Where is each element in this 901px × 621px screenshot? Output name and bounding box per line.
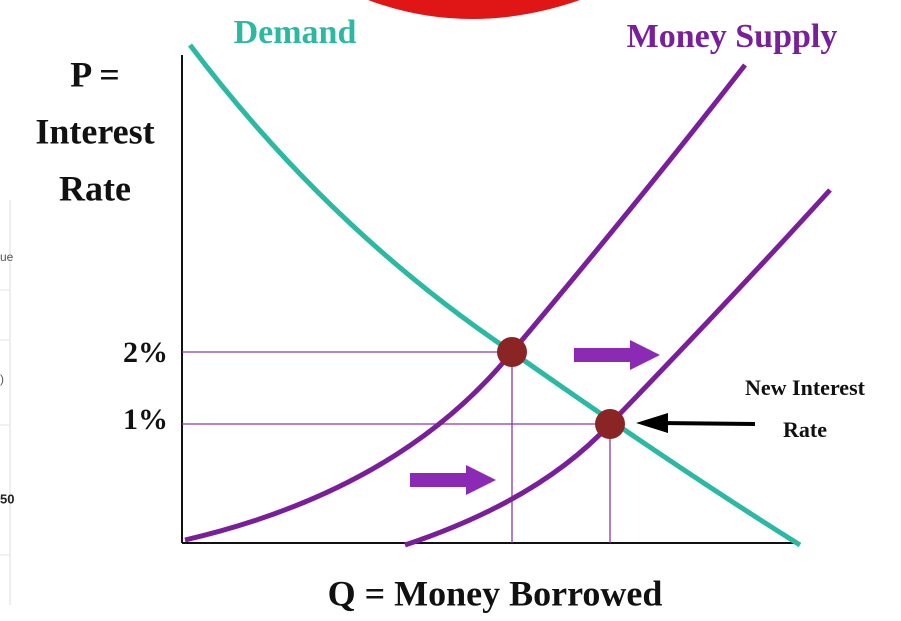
shift-arrow — [410, 465, 496, 495]
annotation: Rate — [783, 417, 827, 442]
demand-label: Demand — [234, 14, 357, 51]
y-axis-label: P = — [70, 54, 120, 94]
equilibrium-point — [595, 409, 625, 439]
supply-label: Money Supply — [627, 18, 838, 55]
fragment: ue — [0, 250, 14, 264]
annotation: New Interest — [745, 375, 866, 400]
y-axis-label: Interest — [35, 111, 154, 151]
guides — [182, 351, 611, 543]
left-panel: ue ) 50 — [0, 200, 14, 605]
x-axis-label: Q = Money Borrowed — [328, 573, 663, 613]
rate-label: 2% — [123, 336, 168, 369]
fragment: ) — [0, 372, 4, 386]
red-shape — [368, 0, 580, 19]
y-axis-label: Rate — [59, 168, 131, 208]
equilibrium-point — [497, 337, 527, 367]
pointer-line — [659, 421, 756, 426]
shift-arrow — [574, 340, 660, 370]
rate-label: 1% — [123, 403, 168, 436]
fragment: 50 — [0, 491, 14, 506]
pointer-head — [636, 413, 668, 433]
